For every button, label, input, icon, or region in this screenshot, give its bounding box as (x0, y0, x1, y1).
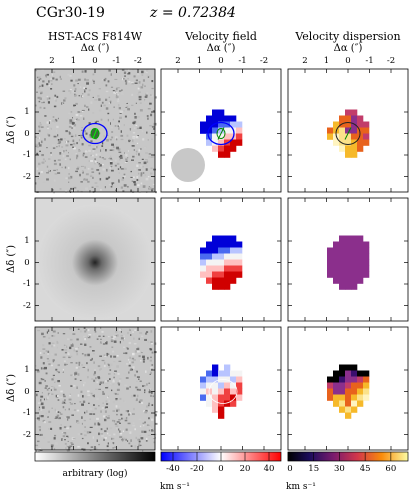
x-tick-label: 2 (49, 55, 55, 66)
col-title-velocity: Velocity field (185, 30, 257, 43)
redshift-label: z = 0.72384 (150, 5, 236, 21)
dispersion-colorbar-tick: 60 (385, 463, 397, 474)
panel-r2-c2 (160, 197, 282, 322)
col-title-dispersion: Velocity dispersion (295, 30, 401, 43)
dispersion-contour (335, 122, 361, 145)
y-tick-label: 1 (24, 235, 30, 246)
x-tick-label: 1 (70, 55, 77, 66)
panel-r3-c1 (34, 326, 158, 453)
x-tick-label: -2 (386, 55, 396, 66)
dispersion-colorbar-tick: 0 (287, 463, 293, 474)
panel-r1-c2 (160, 68, 282, 193)
velocity-inner-contour (216, 128, 226, 139)
hst-pa-line (92, 128, 98, 139)
y-tick-label: -1 (22, 278, 32, 289)
dispersion-colorbar-tick: 30 (334, 463, 345, 474)
velocity-contour-r3 (208, 379, 238, 404)
x-tick-label: -1 (365, 55, 374, 66)
x-tick-label: 2 (302, 55, 308, 66)
xaxis-label-velocity: Δα (″) (206, 43, 236, 54)
colorbar-label-velocity: km s⁻¹ (160, 482, 190, 492)
colorbar-image (34, 451, 156, 462)
galaxy-model-blob (37, 204, 153, 321)
panel-r2-c3 (287, 197, 409, 322)
x-tick-label: -1 (112, 55, 121, 66)
velocity-colorbar-tick: 0 (218, 463, 224, 474)
y-tick-label: -2 (22, 171, 32, 182)
velocity-colorbar-tick: 20 (239, 463, 251, 474)
x-tick-label: 0 (218, 55, 224, 66)
x-tick-label: 2 (175, 55, 181, 66)
galaxy-name: CGr30-19 (36, 5, 105, 21)
panel-r1-c1 (34, 68, 158, 194)
panel-r1-c3 (287, 68, 409, 193)
velocity-colorbar-tick: 40 (263, 463, 275, 474)
x-tick-label: -1 (238, 55, 247, 66)
colorbar-label-image: arbitrary (log) (62, 469, 128, 479)
x-tick-label: 1 (196, 55, 203, 66)
dispersion-colorbar-tick: 15 (308, 463, 320, 474)
panel-r2-c1 (34, 197, 156, 322)
panel-r3-c3 (287, 326, 409, 451)
colorbar-label-dispersion: km s⁻¹ (286, 482, 316, 492)
x-tick-label: -2 (133, 55, 143, 66)
colorbar-dispersion (287, 451, 409, 462)
y-tick-label: -1 (22, 407, 32, 418)
panel-r3-c2 (160, 326, 282, 451)
y-tick-label: -2 (22, 429, 32, 440)
y-tick-label: -2 (22, 300, 32, 311)
y-tick-label: 1 (24, 106, 30, 117)
x-tick-label: 1 (323, 55, 330, 66)
xaxis-label-hst: Δα (″) (80, 43, 110, 54)
x-tick-label: 0 (92, 55, 98, 66)
y-tick-label: 0 (24, 386, 30, 397)
y-tick-label: 0 (24, 257, 30, 268)
velocity-contour (207, 121, 235, 146)
col-title-hst: HST-ACS F814W (47, 30, 143, 43)
psf-circle (171, 148, 205, 182)
dispersion-pa-line (344, 127, 352, 140)
dispersion-colorbar-tick: 45 (359, 463, 371, 474)
position-angle-line (217, 127, 225, 140)
velocity-colorbar-tick: -20 (190, 463, 204, 474)
hst-contour (82, 122, 108, 145)
x-tick-label: 0 (345, 55, 351, 66)
y-tick-label: 1 (24, 364, 30, 375)
xaxis-label-dispersion: Δα (″) (333, 43, 363, 54)
y-tick-label: 0 (24, 128, 30, 139)
velocity-colorbar-tick: -40 (166, 463, 180, 474)
x-tick-label: -2 (259, 55, 269, 66)
y-tick-label: -1 (22, 149, 32, 160)
